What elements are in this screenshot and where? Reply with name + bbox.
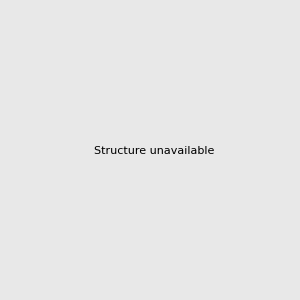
Text: Structure unavailable: Structure unavailable bbox=[94, 146, 214, 157]
